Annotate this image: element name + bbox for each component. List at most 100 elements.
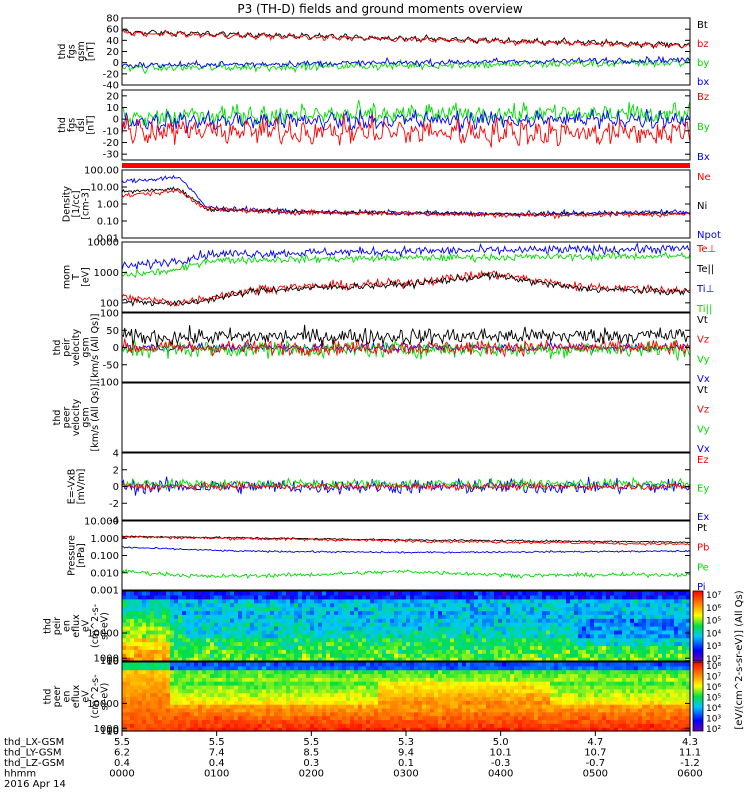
spectrogram-cell: [606, 645, 611, 650]
spectrogram-cell: [470, 629, 475, 635]
spectrogram-cell: [166, 598, 171, 604]
spectrogram-cell: [454, 653, 459, 658]
spectrogram-cell: [222, 641, 227, 647]
spectrogram-cell: [498, 629, 503, 635]
spectrogram-cell: [310, 598, 315, 604]
spectrogram-cell: [170, 727, 175, 732]
spectrogram-cell: [394, 649, 399, 654]
spectrogram-cell: [658, 626, 663, 631]
spectrogram-cell: [398, 681, 403, 686]
spectrogram-cell: [454, 719, 459, 724]
spectrogram-cell: [366, 711, 371, 717]
spectrogram-cell: [466, 610, 471, 615]
spectrogram-cell: [346, 614, 351, 619]
spectrogram-cell: [530, 696, 535, 701]
spectrogram-cell: [634, 653, 639, 658]
spectrogram-cell: [562, 606, 567, 612]
spectrogram-cell: [198, 637, 203, 643]
spectrogram-cell: [374, 696, 379, 701]
spectrogram-cell: [362, 629, 367, 635]
spectrogram-cell: [318, 704, 323, 709]
spectrogram-cell: [246, 692, 251, 698]
spectrogram-cell: [266, 727, 271, 732]
spectrogram-cell: [418, 662, 423, 667]
spectrogram-cell: [286, 669, 291, 675]
spectrogram-cell: [178, 649, 183, 654]
spectrogram-cell: [626, 645, 631, 650]
spectrogram-cell: [354, 715, 359, 721]
spectrogram-cell: [130, 598, 135, 604]
spectrogram-cell: [250, 665, 255, 671]
spectrogram-cell: [510, 598, 515, 604]
spectrogram-cell: [618, 598, 623, 604]
spectrogram-cell: [570, 711, 575, 717]
spectrogram-cell: [490, 685, 495, 690]
spectrogram-cell: [466, 629, 471, 635]
spectrogram-cell: [126, 591, 131, 596]
spectrogram-cell: [194, 723, 199, 728]
spectrogram-cell: [282, 629, 287, 635]
spectrogram-cell: [346, 641, 351, 647]
spectrogram-cell: [318, 665, 323, 671]
spectrogram-cell: [250, 723, 255, 728]
spectrogram-cell: [418, 606, 423, 612]
spectrogram-cell: [538, 637, 543, 643]
spectrogram-cell: [446, 637, 451, 643]
spectrogram-cell: [150, 665, 155, 671]
spectrogram-cell: [198, 715, 203, 721]
spectrogram-cell: [154, 614, 159, 619]
spectrogram-cell: [246, 727, 251, 732]
spectrogram-cell: [302, 657, 307, 662]
spectrogram-cell: [554, 594, 559, 600]
spectrogram-cell: [490, 723, 495, 728]
spectrogram-cell: [250, 637, 255, 643]
y-tick-label: 50: [106, 326, 119, 337]
series-green-line: [121, 339, 691, 362]
spectrogram-cell: [314, 598, 319, 604]
spectrogram-cell: [546, 704, 551, 709]
spectrogram-cell: [382, 606, 387, 612]
spectrogram-cell: [506, 622, 511, 627]
spectrogram-cell: [258, 618, 263, 623]
spectrogram-cell: [630, 633, 635, 639]
spectrogram-cell: [594, 629, 599, 635]
spectrogram-cell: [450, 618, 455, 623]
spectrogram-cell: [322, 594, 327, 600]
spectrogram-cell: [314, 692, 319, 698]
spectrogram-cell: [342, 719, 347, 724]
spectrogram-cell: [518, 633, 523, 639]
spectrogram-cell: [458, 669, 463, 675]
spectrogram-cell: [202, 692, 207, 698]
spectrogram-cell: [418, 629, 423, 635]
spectrogram-cell: [342, 606, 347, 612]
y-tick-label: 60: [106, 25, 119, 36]
spectrogram-cell: [590, 618, 595, 623]
spectrogram-cell: [426, 704, 431, 709]
spectrogram-cell: [290, 649, 295, 654]
spectrogram-cell: [422, 633, 427, 639]
spectrogram-cell: [146, 685, 151, 690]
spectrogram-cell: [554, 704, 559, 709]
spectrogram-cell: [190, 622, 195, 627]
spectrogram-cell: [182, 662, 187, 667]
spectrogram-cell: [162, 681, 167, 686]
spectrogram-cell: [454, 657, 459, 662]
spectrogram-cell: [374, 622, 379, 627]
spectrogram-cell: [514, 704, 519, 709]
spectrogram-cell: [426, 649, 431, 654]
series-red-line: [121, 480, 691, 492]
spectrogram-cell: [574, 662, 579, 667]
spectrogram-cell: [390, 637, 395, 643]
spectrogram-cell: [234, 715, 239, 721]
spectrogram-cell: [218, 711, 223, 717]
spectrogram-cell: [222, 594, 227, 600]
spectrogram-cell: [286, 704, 291, 709]
spectrogram-cell: [354, 723, 359, 728]
spectrogram-cell: [574, 633, 579, 639]
spectrogram-cell: [534, 649, 539, 654]
y-axis-label-line: gsm: [76, 41, 87, 61]
spectrogram-cell: [178, 591, 183, 596]
spectrogram-cell: [542, 657, 547, 662]
spectrogram-cell: [422, 591, 427, 596]
spectrogram-cell: [554, 626, 559, 631]
